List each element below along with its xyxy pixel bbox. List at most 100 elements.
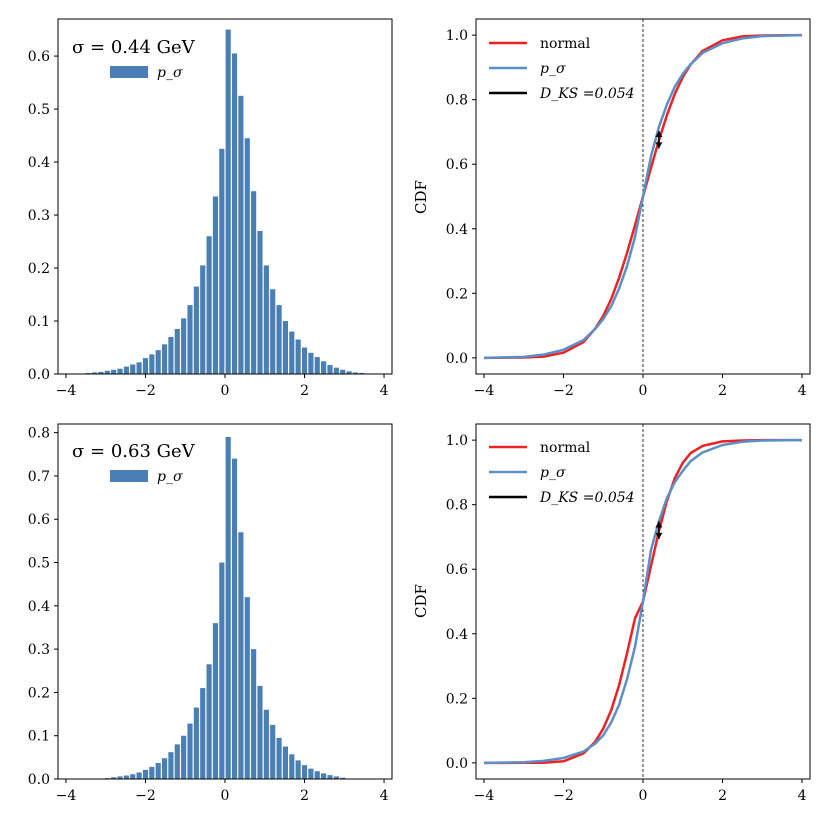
x-ticks: −4 −2 0 2 4 <box>56 779 389 804</box>
x-ticks: −4 −2 0 2 4 <box>56 374 389 399</box>
dks-arrow <box>655 130 663 149</box>
histogram-bar <box>257 230 263 374</box>
y-ticks: 0.0 0.1 0.2 0.3 0.4 0.5 0.6 <box>28 49 58 383</box>
y-tick-label: 0.2 <box>28 685 50 701</box>
histogram-bar <box>314 771 320 779</box>
histogram-bar <box>359 372 365 374</box>
x-tick-label: 2 <box>718 788 727 804</box>
y-tick-label: 0.8 <box>446 498 468 514</box>
histogram-bar <box>200 688 206 779</box>
histogram-bar <box>200 265 206 374</box>
plot-frame <box>475 423 811 780</box>
legend-swatch-p-sigma <box>110 66 148 78</box>
legend-label-p-sigma: p_σ <box>540 61 566 77</box>
x-tick-label: −2 <box>135 788 156 804</box>
histogram-bar <box>212 196 219 374</box>
histogram-bar <box>136 362 142 374</box>
legend-swatch-p-sigma <box>110 470 148 482</box>
x-tick-label: 0 <box>639 788 648 804</box>
y-tick-label: 0.4 <box>28 599 50 615</box>
histogram-bar <box>85 372 91 374</box>
bars <box>104 436 346 779</box>
x-tick-label: 0 <box>221 788 230 804</box>
legend-label-normal: normal <box>540 440 591 456</box>
histogram-bar <box>181 318 187 374</box>
y-tick-label: 0.0 <box>446 351 468 367</box>
histogram-bar <box>244 138 250 374</box>
y-tick-label: 0.6 <box>28 49 50 65</box>
histogram-bar <box>142 358 149 374</box>
histogram-bar <box>193 286 199 374</box>
legend: normal p_σ D_KS =0.054 <box>489 440 635 506</box>
x-tick-label: 2 <box>718 383 727 399</box>
y-axis-label: CDF <box>412 584 430 618</box>
plot-frame <box>475 18 811 375</box>
plot-frame <box>57 18 393 375</box>
x-tick-label: −4 <box>474 788 495 804</box>
y-axis-label: CDF <box>412 180 430 214</box>
histogram-bar <box>155 762 161 779</box>
legend: normal p_σ D_KS =0.054 <box>489 36 635 102</box>
y-tick-label: 0.1 <box>28 729 50 745</box>
histogram-bar <box>263 709 269 779</box>
x-tick-label: −2 <box>553 383 574 399</box>
histogram-bar <box>111 369 117 374</box>
dks-arrow-head-down <box>655 142 663 149</box>
histogram-bar <box>193 707 199 779</box>
y-tick-label: 0.4 <box>28 155 50 171</box>
histogram-bar <box>289 754 295 779</box>
x-tick-label: −4 <box>56 788 77 804</box>
x-ticks: −4 −2 0 2 4 <box>474 374 807 399</box>
histogram-bar <box>251 649 257 779</box>
histogram-bar <box>206 664 212 779</box>
histogram-bar <box>238 95 244 374</box>
y-tick-label: 0.2 <box>28 261 50 277</box>
histogram-bar <box>251 191 257 374</box>
y-tick-label: 0.5 <box>28 102 50 118</box>
histogram-bar <box>136 772 142 779</box>
x-tick-label: 0 <box>221 383 230 399</box>
y-tick-label: 0.8 <box>28 426 50 442</box>
legend-label-p-sigma: p_σ <box>157 65 183 81</box>
x-tick-label: 0 <box>639 383 648 399</box>
histogram-bar <box>98 371 104 374</box>
histogram-bar <box>270 289 276 374</box>
cdf-top: 0.0 0.2 0.4 0.6 0.8 1.0 −4 −2 0 2 4 CDF normal p_… <box>412 18 811 399</box>
histogram-bar <box>352 372 358 374</box>
histogram-bar <box>308 352 314 374</box>
y-tick-label: 0.4 <box>446 222 468 238</box>
legend-label-normal: normal <box>540 36 591 52</box>
histogram-bar <box>231 458 238 779</box>
histogram-bar <box>123 775 129 779</box>
histogram-bar <box>295 760 301 779</box>
histogram-bar <box>270 724 276 779</box>
histogram-bar <box>301 765 308 779</box>
histogram-bar <box>282 746 289 779</box>
histogram-bar <box>187 305 193 374</box>
histogram-bar <box>181 735 187 779</box>
histogram-bar <box>142 769 149 779</box>
y-tick-label: 0.5 <box>28 556 50 572</box>
legend-label-p-sigma: p_σ <box>157 469 183 485</box>
histogram-bar <box>149 766 155 779</box>
histogram-bar <box>327 364 333 374</box>
y-tick-label: 0.6 <box>446 562 468 578</box>
histogram-bar <box>225 29 231 374</box>
x-tick-label: 4 <box>380 383 389 399</box>
y-tick-label: 0.6 <box>446 157 468 173</box>
histogram-bar <box>295 339 301 374</box>
y-tick-label: 0.2 <box>446 691 468 707</box>
y-tick-label: 1.0 <box>446 28 468 44</box>
y-ticks: 0.0 0.2 0.4 0.6 0.8 1.0 <box>446 28 476 367</box>
dks-arrow <box>655 521 663 539</box>
histogram-bar <box>104 370 110 374</box>
histogram-bar <box>238 532 244 779</box>
y-tick-label: 0.4 <box>446 627 468 643</box>
plot-frame <box>57 423 393 780</box>
dks-arrow-head-up <box>655 130 663 137</box>
y-ticks: 0.0 0.2 0.4 0.6 0.8 1.0 <box>446 433 476 772</box>
histogram-bar <box>282 321 289 374</box>
histogram-bar <box>111 777 117 779</box>
x-ticks: −4 −2 0 2 4 <box>474 779 807 804</box>
x-tick-label: −4 <box>56 383 77 399</box>
